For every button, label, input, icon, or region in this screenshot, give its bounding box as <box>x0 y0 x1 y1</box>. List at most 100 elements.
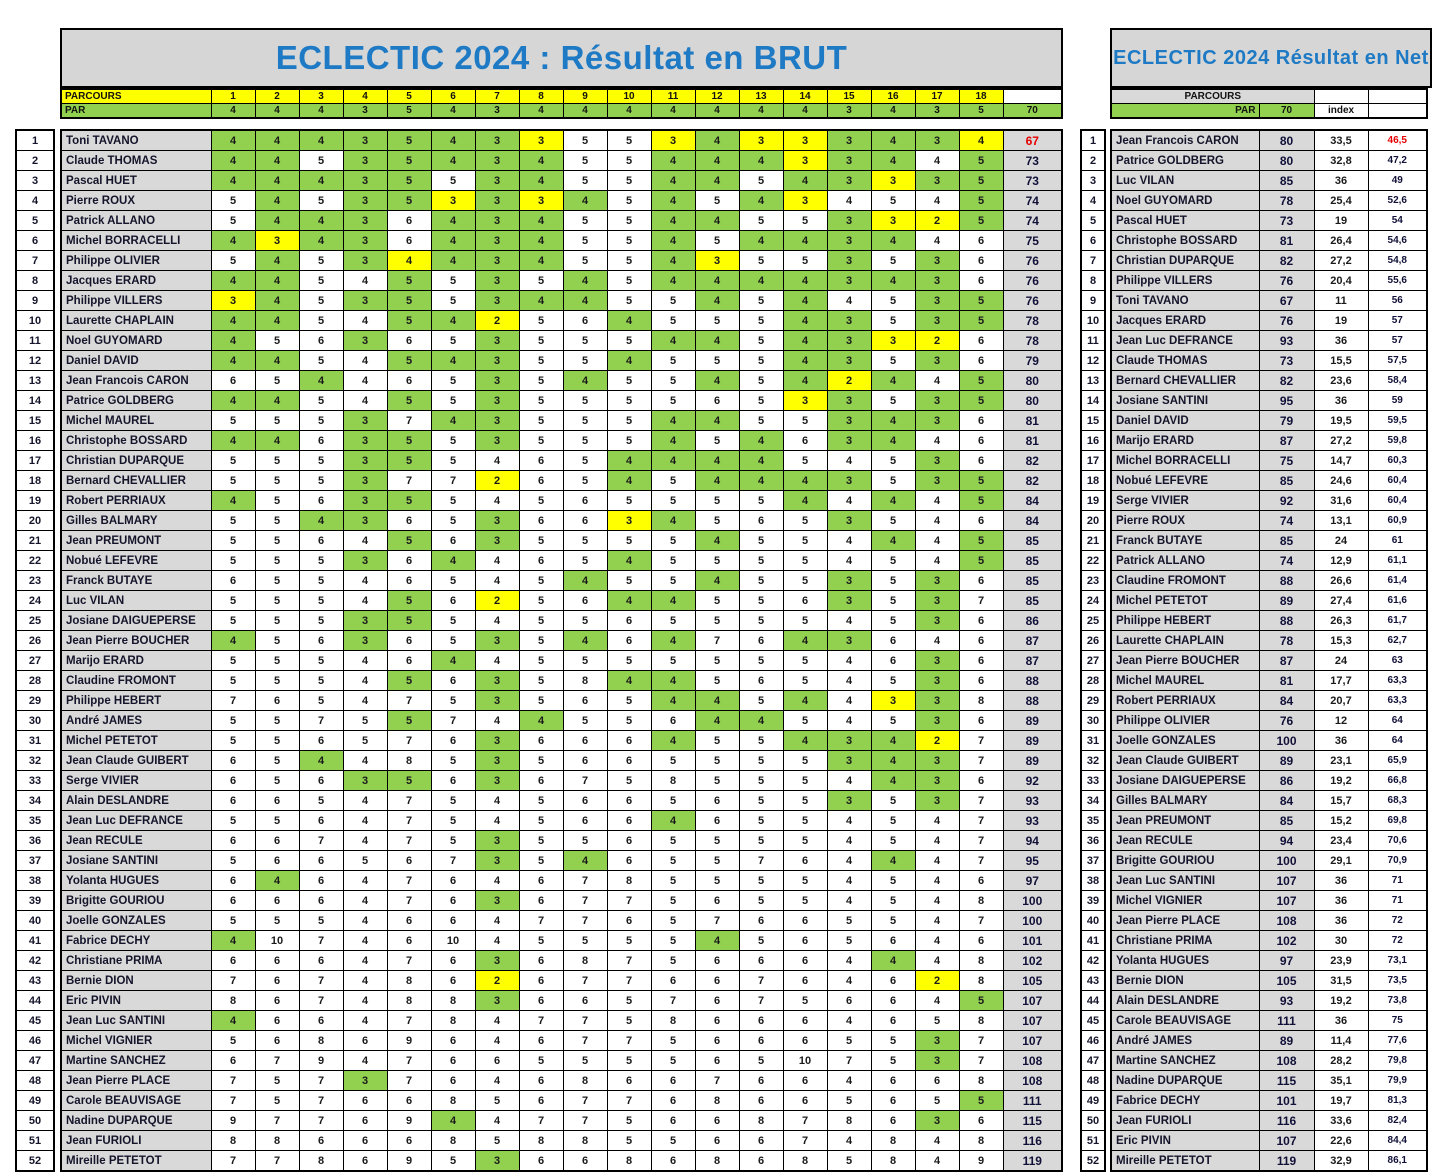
score-cell[interactable]: 8 <box>210 990 256 1011</box>
total-score-cell[interactable]: 75 <box>1002 230 1063 251</box>
score-cell[interactable]: 5 <box>738 490 784 511</box>
score-cell[interactable]: 6 <box>870 1110 916 1131</box>
score-cell[interactable]: 7 <box>958 790 1004 811</box>
score-cell[interactable]: 5 <box>738 250 784 271</box>
index-cell[interactable]: 36 <box>1313 330 1369 351</box>
rank-cell[interactable]: 13 <box>15 370 55 391</box>
score-cell[interactable]: 5 <box>738 210 784 231</box>
index-cell[interactable]: 17,7 <box>1313 670 1369 691</box>
score-cell[interactable]: 3 <box>914 270 960 291</box>
score-cell[interactable]: 5 <box>694 670 740 691</box>
score-cell[interactable]: 6 <box>738 910 784 931</box>
score-cell[interactable]: 3 <box>474 770 520 791</box>
score-cell[interactable]: 6 <box>870 970 916 991</box>
player-name-cell[interactable]: Philippe HEBERT <box>60 690 212 711</box>
rank-cell[interactable]: 31 <box>1080 730 1106 751</box>
score-cell[interactable]: 3 <box>914 590 960 611</box>
score-cell[interactable]: 3 <box>342 550 388 571</box>
net-score-cell[interactable]: 56 <box>1367 290 1428 311</box>
score-cell[interactable]: 5 <box>430 430 476 451</box>
score-cell[interactable]: 5 <box>738 530 784 551</box>
par-value-cell[interactable]: 4 <box>430 103 476 119</box>
brut-score-cell[interactable]: 97 <box>1258 950 1315 971</box>
total-score-cell[interactable]: 85 <box>1002 570 1063 591</box>
score-cell[interactable]: 6 <box>958 710 1004 731</box>
score-cell[interactable]: 5 <box>562 430 608 451</box>
net-score-cell[interactable]: 54 <box>1367 210 1428 231</box>
player-name-cell[interactable]: Gilles BALMARY <box>60 510 212 531</box>
score-cell[interactable]: 3 <box>914 650 960 671</box>
player-name-cell[interactable]: Jean RECULE <box>60 830 212 851</box>
total-score-cell[interactable]: 79 <box>1002 350 1063 371</box>
index-cell[interactable]: 14,7 <box>1313 450 1369 471</box>
score-cell[interactable]: 3 <box>474 350 520 371</box>
player-name-cell[interactable]: Bernard CHEVALLIER <box>1110 370 1260 391</box>
score-cell[interactable]: 8 <box>606 870 652 891</box>
score-cell[interactable]: 8 <box>430 1010 476 1031</box>
rank-cell[interactable]: 36 <box>1080 830 1106 851</box>
score-cell[interactable]: 6 <box>430 890 476 911</box>
hole-number-cell[interactable]: 4 <box>342 88 388 104</box>
score-cell[interactable]: 4 <box>782 690 828 711</box>
score-cell[interactable]: 6 <box>430 910 476 931</box>
score-cell[interactable]: 3 <box>782 190 828 211</box>
score-cell[interactable]: 4 <box>650 270 696 291</box>
hole-number-cell[interactable]: 16 <box>870 88 916 104</box>
total-score-cell[interactable]: 89 <box>1002 710 1063 731</box>
score-cell[interactable]: 5 <box>562 550 608 571</box>
score-cell[interactable]: 4 <box>342 690 388 711</box>
score-cell[interactable]: 4 <box>826 530 872 551</box>
score-cell[interactable]: 4 <box>914 870 960 891</box>
score-cell[interactable]: 6 <box>430 1070 476 1091</box>
index-cell[interactable]: 35,1 <box>1313 1070 1369 1091</box>
hole-number-cell[interactable]: 12 <box>694 88 740 104</box>
net-score-cell[interactable]: 79,9 <box>1367 1070 1428 1091</box>
score-cell[interactable]: 4 <box>518 210 564 231</box>
score-cell[interactable]: 8 <box>562 950 608 971</box>
score-cell[interactable]: 4 <box>298 129 344 151</box>
score-cell[interactable]: 7 <box>386 950 432 971</box>
score-cell[interactable]: 4 <box>430 250 476 271</box>
score-cell[interactable]: 3 <box>826 330 872 351</box>
score-cell[interactable]: 4 <box>826 710 872 731</box>
rank-cell[interactable]: 20 <box>15 510 55 531</box>
score-cell[interactable]: 4 <box>650 430 696 451</box>
score-cell[interactable]: 4 <box>782 730 828 751</box>
brut-score-cell[interactable]: 81 <box>1258 230 1315 251</box>
brut-score-cell[interactable]: 105 <box>1258 970 1315 991</box>
index-cell[interactable]: 23,4 <box>1313 830 1369 851</box>
score-cell[interactable]: 5 <box>518 830 564 851</box>
player-name-cell[interactable]: Luc VILAN <box>1110 170 1260 191</box>
rank-cell[interactable]: 8 <box>15 270 55 291</box>
score-cell[interactable]: 5 <box>650 310 696 331</box>
rank-cell[interactable]: 32 <box>15 750 55 771</box>
rank-cell[interactable]: 29 <box>1080 690 1106 711</box>
score-cell[interactable]: 5 <box>870 550 916 571</box>
score-cell[interactable]: 6 <box>386 210 432 231</box>
brut-score-cell[interactable]: 67 <box>1258 290 1315 311</box>
score-cell[interactable]: 4 <box>342 790 388 811</box>
player-name-cell[interactable]: Claude THOMAS <box>1110 350 1260 371</box>
score-cell[interactable]: 5 <box>606 270 652 291</box>
brut-score-cell[interactable]: 87 <box>1258 430 1315 451</box>
brut-score-cell[interactable]: 93 <box>1258 990 1315 1011</box>
hole-number-cell[interactable]: 1 <box>210 88 256 104</box>
net-score-cell[interactable]: 61,1 <box>1367 550 1428 571</box>
score-cell[interactable]: 5 <box>210 250 256 271</box>
score-cell[interactable]: 6 <box>606 830 652 851</box>
brut-score-cell[interactable]: 102 <box>1258 930 1315 951</box>
score-cell[interactable]: 4 <box>342 1010 388 1031</box>
rank-cell[interactable]: 6 <box>15 230 55 251</box>
score-cell[interactable]: 6 <box>254 1030 300 1051</box>
score-cell[interactable]: 5 <box>518 370 564 391</box>
player-name-cell[interactable]: Marijo ERARD <box>60 650 212 671</box>
score-cell[interactable]: 3 <box>738 129 784 151</box>
score-cell[interactable]: 5 <box>738 870 784 891</box>
score-cell[interactable]: 8 <box>694 1150 740 1172</box>
rank-cell[interactable]: 38 <box>1080 870 1106 891</box>
hole-number-cell[interactable]: 13 <box>738 88 784 104</box>
brut-score-cell[interactable]: 85 <box>1258 810 1315 831</box>
index-cell[interactable]: 33,6 <box>1313 1110 1369 1131</box>
net-index-label[interactable]: index <box>1313 103 1369 119</box>
score-cell[interactable]: 7 <box>254 1150 300 1172</box>
